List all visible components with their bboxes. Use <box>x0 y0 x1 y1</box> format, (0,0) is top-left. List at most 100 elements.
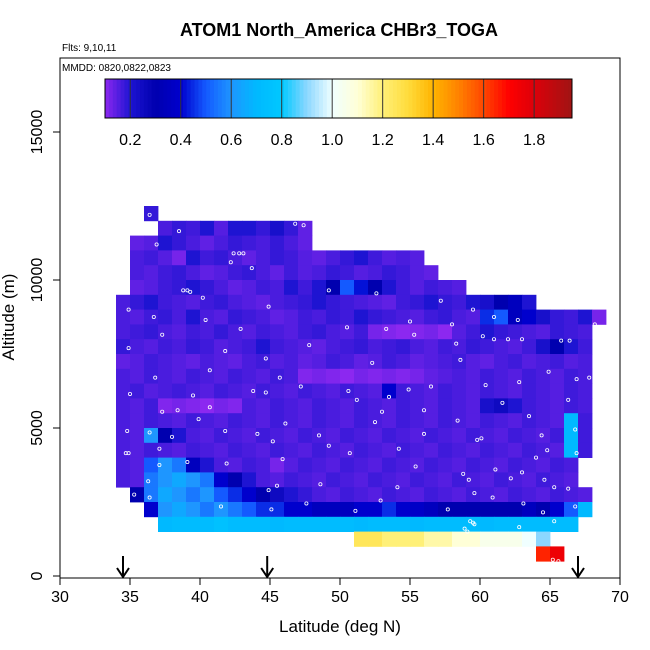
heatmap-cell <box>298 368 313 384</box>
colorbar-border <box>104 78 573 119</box>
heatmap-cell <box>410 531 425 547</box>
heatmap-cell <box>200 339 215 355</box>
heatmap-cell <box>578 398 593 414</box>
colorbar-segment <box>116 79 122 118</box>
colorbar-segment <box>163 79 168 118</box>
heatmap-cell <box>368 383 383 399</box>
colorbar-segment <box>533 79 538 118</box>
heatmap-cell <box>354 354 369 370</box>
colorbar-segment <box>194 79 199 118</box>
heatmap-cell <box>172 442 187 458</box>
observation-point <box>249 266 254 271</box>
heatmap-cell <box>522 309 537 325</box>
colorbar-segment <box>470 79 476 118</box>
heatmap-cell <box>396 516 411 532</box>
heatmap-cell <box>270 354 285 370</box>
heatmap-cell <box>242 250 257 266</box>
heatmap-cell <box>396 457 411 473</box>
observation-point <box>461 471 466 476</box>
colorbar-segment <box>206 79 211 118</box>
heatmap-cell <box>284 413 299 429</box>
heatmap-cell <box>368 457 383 473</box>
heatmap-cell <box>186 250 201 266</box>
heatmap-cell <box>256 339 271 355</box>
heatmap-cell <box>480 339 495 355</box>
heatmap-cell <box>172 428 187 444</box>
observation-point <box>472 522 477 527</box>
heatmap-cell <box>536 398 551 414</box>
observation-point <box>455 418 460 423</box>
heatmap-cell <box>326 428 341 444</box>
colorbar-segment <box>311 79 316 118</box>
observation-point <box>280 457 285 462</box>
heatmap-cell <box>410 368 425 384</box>
heatmap-cell <box>396 294 411 310</box>
observation-point <box>500 400 505 405</box>
heatmap-cell <box>452 457 467 473</box>
observation-point <box>546 369 551 374</box>
observation-point <box>480 334 485 339</box>
observation-point <box>304 501 309 506</box>
y-tick-label: 5000 <box>29 410 46 446</box>
heatmap-cell <box>466 368 481 384</box>
heatmap-cell <box>186 368 201 384</box>
heatmap-cell <box>508 383 523 399</box>
observation-point <box>270 439 275 444</box>
observation-point <box>412 332 417 337</box>
heatmap-cell <box>284 235 299 251</box>
heatmap-cell <box>480 428 495 444</box>
heatmap-cell <box>312 339 327 355</box>
heatmap-cell <box>522 516 537 532</box>
heatmap-cell <box>438 472 453 488</box>
heatmap-cell <box>410 472 425 488</box>
heatmap-cell <box>200 428 215 444</box>
heatmap-cell <box>186 324 201 340</box>
heatmap-cell <box>438 502 453 518</box>
heatmap-cell <box>522 428 537 444</box>
colorbar-segment <box>182 79 188 118</box>
heatmap-cell <box>508 428 523 444</box>
colorbar-segment <box>252 79 258 118</box>
heatmap-cell <box>340 516 355 532</box>
colorbar-segment <box>556 79 561 118</box>
heatmap-cell <box>466 428 481 444</box>
observation-point <box>517 525 522 530</box>
heatmap-cell <box>284 294 299 310</box>
heatmap-cell <box>368 354 383 370</box>
observation-point <box>127 391 132 396</box>
heatmap-cell <box>354 457 369 473</box>
observation-point <box>251 388 256 393</box>
heatmap-cell <box>284 220 299 236</box>
heatmap-cell <box>550 472 565 488</box>
colorbar-segment <box>299 79 304 118</box>
heatmap-cell <box>270 250 285 266</box>
heatmap-cell <box>200 442 215 458</box>
observation-point <box>263 356 268 361</box>
heatmap-cell <box>340 250 355 266</box>
heatmap-cell <box>536 457 551 473</box>
heatmap-cell <box>256 398 271 414</box>
x-tick-label: 55 <box>401 589 419 606</box>
colorbar-segment <box>513 79 519 118</box>
heatmap-cell <box>298 487 313 503</box>
heatmap-cell <box>550 368 565 384</box>
heatmap-cell <box>508 354 523 370</box>
colorbar-segment <box>171 79 176 118</box>
heatmap-cell <box>298 472 313 488</box>
colorbar-segment <box>416 79 421 118</box>
heatmap-cell <box>354 309 369 325</box>
heatmap-cell <box>354 487 369 503</box>
heatmap-cell <box>116 413 131 429</box>
observation-point <box>520 470 525 475</box>
observation-point <box>274 483 279 488</box>
heatmap-cell <box>270 457 285 473</box>
colorbar-segment <box>303 79 308 118</box>
heatmap-cell <box>354 398 369 414</box>
observation-point <box>255 431 260 436</box>
heatmap-cell <box>550 339 565 355</box>
heatmap-cell <box>158 280 173 296</box>
heatmap-cell <box>522 502 537 518</box>
heatmap-cell <box>130 309 145 325</box>
colorbar-segment <box>428 79 433 118</box>
